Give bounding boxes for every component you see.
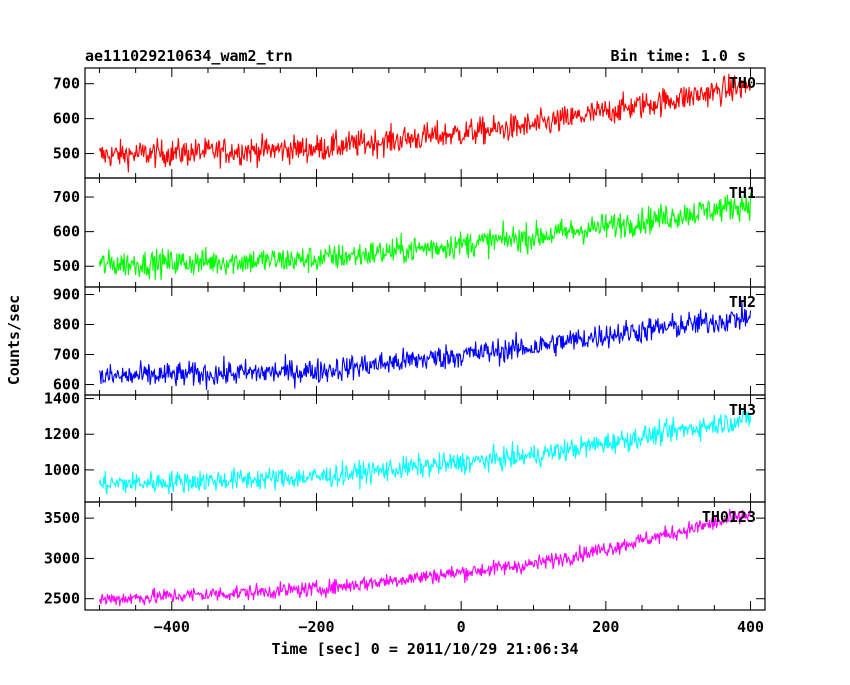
series-name-th1: TH1 (729, 184, 756, 202)
y-tick-label: 1200 (44, 425, 80, 443)
series-line-th3 (98, 410, 752, 495)
x-tick-label: −400 (154, 618, 190, 636)
series-name-th0123: TH0123 (702, 508, 756, 526)
series-name-th0: TH0 (729, 74, 756, 92)
panels-group: 500 600 700 TH0 500 600 700 TH1 600 700 800 900 TH2 1… (44, 67, 766, 636)
y-tick-label: 600 (53, 110, 80, 128)
y-axis-label: Counts/sec (5, 295, 23, 385)
x-tick-label: −200 (298, 618, 334, 636)
y-tick-label: 700 (53, 188, 80, 206)
y-tick-label: 500 (53, 257, 80, 275)
series-name-th3: TH3 (729, 401, 756, 419)
y-tick-label: 500 (53, 145, 80, 163)
series-line-th0 (98, 73, 752, 173)
y-tick-label: 700 (53, 346, 80, 364)
series-line-th0123 (98, 508, 752, 607)
y-tick-label: 2500 (44, 590, 80, 608)
y-tick-label: 3500 (44, 509, 80, 527)
y-tick-label: 3000 (44, 549, 80, 567)
bin-time-label: Bin time: 1.0 s (611, 47, 746, 65)
plot-title: ae111029210634_wam2_trn (85, 47, 293, 65)
panel-frame-th2 (84, 286, 766, 396)
y-tick-label: 600 (53, 376, 80, 394)
y-tick-label: 600 (53, 223, 80, 241)
panel-frame-th1 (84, 177, 766, 288)
x-tick-label: 200 (592, 618, 619, 636)
y-tick-label: 700 (53, 75, 80, 93)
y-tick-label: 1400 (44, 390, 80, 408)
series-name-th2: TH2 (729, 293, 756, 311)
x-axis-label: Time [sec] 0 = 2011/10/29 21:06:34 (271, 640, 578, 658)
series-line-th1 (98, 192, 752, 281)
x-tick-label: 0 (457, 618, 466, 636)
series-line-th2 (98, 301, 752, 390)
panel-frame-th3 (84, 394, 766, 503)
y-tick-label: 1000 (44, 461, 80, 479)
x-tick-label: 400 (737, 618, 764, 636)
y-tick-label: 800 (53, 316, 80, 334)
y-tick-label: 900 (53, 286, 80, 304)
